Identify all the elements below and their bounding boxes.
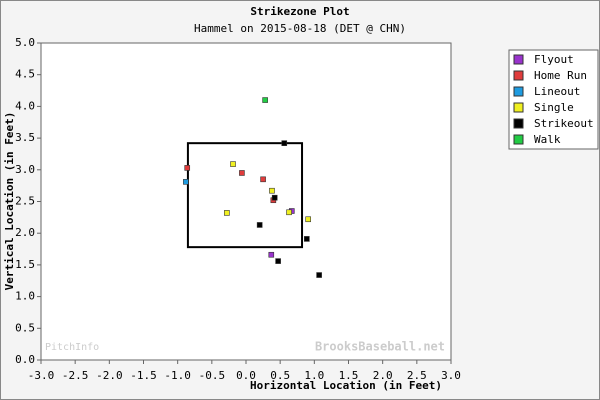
x-tick-label: -1.5 xyxy=(130,369,157,382)
x-tick-label: 3.0 xyxy=(441,369,461,382)
legend-swatch xyxy=(513,102,524,113)
legend-label: Strikeout xyxy=(534,117,594,130)
point xyxy=(269,187,275,194)
x-tick-label: -1.0 xyxy=(164,369,191,382)
legend-swatch xyxy=(513,86,524,97)
point xyxy=(260,176,266,183)
x-axis-label: Horizontal Location (in Feet) xyxy=(250,379,442,392)
point xyxy=(262,97,268,103)
point xyxy=(271,194,278,201)
watermark: PitchInfo xyxy=(45,342,99,353)
chart-subtitle: Hammel on 2015-08-18 (DET @ CHN) xyxy=(194,22,406,35)
x-tick-label: -0.5 xyxy=(199,369,226,382)
point xyxy=(239,170,245,176)
x-tick-label: 1.5 xyxy=(339,369,359,382)
legend-label: Lineout xyxy=(534,85,580,98)
legend-label: Flyout xyxy=(534,53,574,66)
y-tick-label: 1.0 xyxy=(15,290,35,303)
y-tick-label: 3.0 xyxy=(15,163,35,176)
point xyxy=(316,272,322,278)
point xyxy=(183,179,189,185)
x-tick-label: 1.0 xyxy=(304,369,324,382)
legend-box xyxy=(508,49,599,150)
point xyxy=(275,258,281,264)
legend-swatch xyxy=(513,54,524,65)
point xyxy=(224,210,230,216)
y-tick-label: 0.0 xyxy=(15,353,35,366)
point xyxy=(256,222,263,228)
x-tick-label: 0.5 xyxy=(270,369,290,382)
x-tick-label: -3.0 xyxy=(28,369,55,382)
y-axis-label: Vertical Location (in Feet) xyxy=(3,112,16,291)
watermark: BrooksBaseball.net xyxy=(315,340,445,354)
point xyxy=(305,216,311,223)
x-tick-label: 2.0 xyxy=(373,369,393,382)
x-tick-label: 2.5 xyxy=(407,369,427,382)
x-tick-label: 0.0 xyxy=(236,369,256,382)
legend-label: Home Run xyxy=(534,69,587,82)
chart-title: Strikezone Plot xyxy=(250,5,349,18)
legend-swatch xyxy=(513,118,524,129)
y-tick-label: 3.5 xyxy=(15,131,35,144)
point xyxy=(281,140,288,146)
y-tick-label: 4.5 xyxy=(15,68,35,81)
legend-label: Single xyxy=(534,101,574,114)
y-tick-label: 2.0 xyxy=(15,226,35,239)
strike-zone xyxy=(186,142,304,249)
legend-swatch xyxy=(513,134,524,145)
x-tick-label: -2.0 xyxy=(96,369,123,382)
y-tick-label: 2.5 xyxy=(15,195,35,208)
y-tick-label: 4.0 xyxy=(15,99,35,112)
point xyxy=(268,251,275,258)
point xyxy=(184,165,191,171)
plot-area xyxy=(40,42,452,361)
legend-label: Walk xyxy=(534,133,561,146)
legend-swatch xyxy=(513,70,524,81)
x-tick-label: -2.5 xyxy=(62,369,89,382)
point xyxy=(286,209,292,216)
y-tick-label: 5.0 xyxy=(15,36,35,49)
y-tick-label: 1.5 xyxy=(15,258,35,271)
point xyxy=(304,236,310,242)
y-tick-label: 0.5 xyxy=(15,321,35,334)
point xyxy=(230,161,236,167)
